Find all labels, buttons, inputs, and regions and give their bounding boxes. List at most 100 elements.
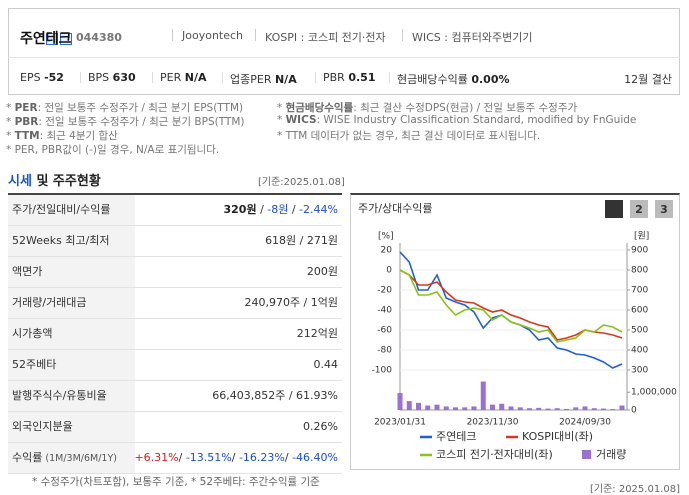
value-part: -13.51%	[185, 451, 232, 464]
value-part: /	[288, 203, 300, 216]
metric-value: 630	[112, 71, 136, 84]
metric-value: N/A	[274, 73, 297, 86]
value-part: /	[284, 451, 293, 464]
legend-swatch	[582, 450, 591, 459]
value-part: /	[256, 203, 268, 216]
chart: 주가/상대수익률 1 2 3 [%] [원] 20 0 -20 -40 -60 -80 -100 900 8…	[358, 200, 677, 461]
volume-bar	[591, 408, 597, 410]
value-part: 66,403,852주 / 61.93%	[212, 389, 338, 402]
volume-bar	[601, 408, 606, 410]
y2-tick-label: 500	[631, 326, 648, 336]
metric: EPS -52	[20, 71, 64, 84]
note-term: PBR	[14, 116, 39, 128]
note-term: PER	[14, 102, 38, 114]
metric: PER N/A	[160, 71, 206, 84]
y-tick-label: -40	[377, 306, 392, 316]
section-title-a: 시세	[8, 174, 32, 189]
note-lead: *	[6, 130, 15, 142]
row-label: 외국인지분율	[8, 412, 135, 442]
volume-bar	[564, 408, 569, 410]
value-part: /	[231, 451, 239, 464]
table-row: 52주베타 0.44	[8, 350, 342, 381]
row-value: 618원 / 271원	[265, 226, 338, 256]
volume-tick-label: 1,000,000	[631, 388, 677, 398]
metric-value: 0.51	[348, 71, 376, 84]
y-tick-label: 0	[386, 266, 392, 276]
note-term: WICS	[285, 114, 317, 126]
volume-bar	[416, 402, 421, 410]
note-text: TTM 데이터가 없는 경우, 최근 결산 데이터로 표시됩니다.	[285, 130, 541, 142]
y-tick-label: -60	[377, 326, 392, 336]
volume-bar	[443, 406, 449, 410]
metric: 업종PER N/A	[230, 71, 297, 87]
value-part: 240,970주 / 1억원	[244, 296, 338, 309]
volume-tick-label: 0	[631, 406, 637, 416]
note: * 현금배당수익률: 최근 결산 수정DPS(현금) / 전일 보통주 수정주가	[277, 100, 577, 115]
volume-bar	[554, 408, 560, 410]
volume-bar	[453, 407, 458, 410]
tab-label: 3	[660, 203, 668, 216]
note-text: : 최근 결산 수정DPS(현금) / 전일 보통주 수정주가	[353, 102, 578, 114]
y-axis-label: [%]	[378, 232, 394, 242]
x-tick-label: 2024/09/30	[559, 418, 611, 428]
volume-bar	[573, 407, 579, 410]
y-tick-label: -100	[372, 366, 393, 376]
row-value: 200원	[307, 257, 338, 287]
row-value: 320원 / -8원 / -2.44%	[223, 195, 338, 225]
row-value: 66,403,852주 / 61.93%	[212, 381, 338, 411]
metric-label: 현금배당수익률	[397, 73, 468, 86]
tab	[630, 200, 648, 218]
wics: WICS : 컴퓨터와주변기기	[412, 31, 533, 44]
chart-panel	[350, 193, 680, 470]
table-row: 액면가 200원	[8, 257, 342, 288]
value-part: 618원 / 271원	[265, 234, 338, 247]
legend-label: KOSPI대비(좌)	[522, 430, 593, 443]
volume-bar	[582, 406, 588, 410]
value-part: -2.44%	[299, 203, 338, 216]
note-lead: *	[277, 114, 286, 126]
note-lead: *	[277, 130, 286, 142]
separator	[255, 29, 256, 41]
chart-title: 주가/상대수익률	[358, 202, 433, 215]
volume-bar	[610, 409, 616, 410]
note: * TTM 데이터가 없는 경우, 최근 결산 데이터로 표시됩니다.	[277, 128, 540, 143]
row-value: 0.44	[314, 350, 339, 380]
row-value: 212억원	[297, 319, 338, 349]
value-part: 212억원	[296, 327, 338, 340]
y-tick-label: -20	[377, 286, 392, 296]
icon	[60, 33, 72, 45]
metric: BPS 630	[88, 71, 136, 84]
settle: 12월 결산	[624, 73, 672, 86]
volume-bar	[462, 407, 468, 410]
metric-value: 0.00%	[471, 73, 510, 86]
volume-bar	[545, 408, 551, 410]
table-row: 수익률 (1M/3M/6M/1Y) +6.31%/ -13.51%/ -16.23…	[8, 443, 342, 474]
note-lead: *	[6, 102, 15, 114]
x-tick-label: 2023/11/30	[467, 418, 519, 428]
volume-bar	[536, 407, 542, 410]
separator	[402, 29, 403, 41]
value-part: /	[178, 451, 186, 464]
tab	[605, 200, 623, 218]
separator	[152, 72, 153, 83]
series-line	[399, 269, 623, 343]
section-title: 시세 및 주주현황	[8, 170, 101, 189]
row-label: 수익률 (1M/3M/6M/1Y)	[8, 443, 135, 473]
y2-tick-label: 900	[631, 246, 648, 256]
legend-label: 거래량	[596, 448, 626, 461]
volume-bar	[397, 393, 403, 410]
note-text: PER, PBR값이 (-)일 경우, N/A로 표기됩니다.	[14, 144, 220, 156]
value-part: 0.26%	[303, 420, 338, 433]
value-part: 200원	[306, 265, 338, 278]
metric-label: EPS	[20, 71, 41, 84]
metric-value: -52	[44, 71, 64, 84]
note-text: : WISE Industry Classification Standard,…	[316, 114, 637, 126]
row-label: 52Weeks 최고/최저	[8, 226, 135, 256]
y2-tick-label: 800	[631, 266, 648, 276]
separator	[172, 29, 173, 41]
separator	[315, 72, 316, 83]
value-part: +6.31%	[134, 451, 179, 464]
separator	[389, 72, 390, 83]
row-sublabel: (1M/3M/6M/1Y)	[42, 453, 117, 464]
note: * TTM: 최근 4분기 합산	[6, 128, 118, 143]
